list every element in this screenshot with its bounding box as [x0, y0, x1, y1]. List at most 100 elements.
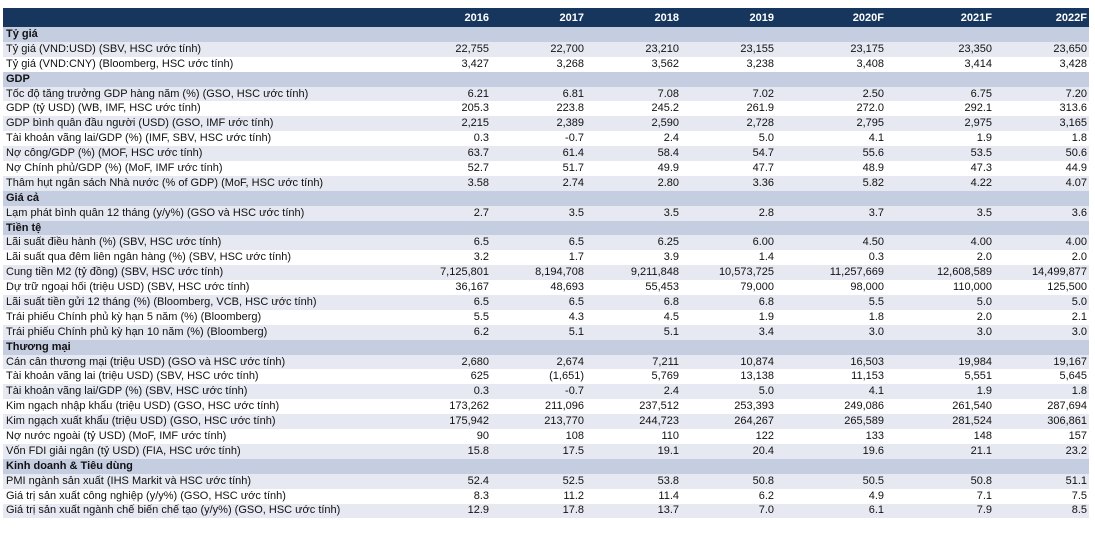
value-cell: 3,408 [856, 57, 884, 70]
row-label: Tỷ giá (VND:CNY) (Bloomberg, HSC ước tín… [6, 57, 234, 70]
value-cell: 3,562 [651, 57, 679, 70]
value-cell: 1.9 [976, 132, 992, 145]
value-cell: 79,000 [740, 281, 774, 294]
value-cell: 7.9 [976, 504, 992, 517]
table-row: Thâm hụt ngân sách Nhà nước (% of GDP) (… [3, 175, 1089, 191]
value-cell: 6.5 [568, 295, 584, 308]
value-cell: 48.9 [862, 161, 884, 174]
value-cell: 7.20 [1065, 87, 1087, 100]
section-title: Tỷ giá [6, 27, 38, 40]
value-cell: 8,194,708 [535, 266, 584, 279]
value-cell: 245.2 [651, 102, 679, 115]
row-label: Giá trị sản xuất ngành chế biến chế tạo … [6, 504, 341, 517]
value-cell: 50.8 [970, 474, 992, 487]
value-cell: 55,453 [645, 281, 679, 294]
value-cell: 7.5 [1071, 489, 1087, 502]
row-label: Dự trữ ngoại hối (triệu USD) (SBV, HSC ư… [6, 281, 250, 294]
value-cell: 6.5 [473, 295, 489, 308]
year-header: 2016 [464, 11, 489, 24]
value-cell: 1.8 [1071, 385, 1087, 398]
value-cell: 6.25 [657, 236, 679, 249]
value-cell: 7.02 [752, 87, 774, 100]
value-cell: 1.8 [868, 310, 884, 323]
section-header-row: GDP [3, 71, 1089, 87]
value-cell: 0.3 [868, 251, 884, 264]
value-cell: 2,215 [461, 117, 489, 130]
value-cell: 90 [476, 429, 489, 442]
value-cell: 6.81 [562, 87, 584, 100]
value-cell: 264,267 [734, 415, 774, 428]
value-cell: 5.0 [758, 132, 774, 145]
row-label: Lãi suất tiền gửi 12 tháng (%) (Bloomber… [6, 295, 317, 308]
value-cell: 625 [470, 370, 489, 383]
value-cell: 223.8 [556, 102, 584, 115]
row-label: Kim ngạch xuất khẩu (triệu USD) (GSO, HS… [6, 415, 276, 428]
value-cell: 12,608,589 [936, 266, 992, 279]
value-cell: 20.4 [752, 444, 774, 457]
value-cell: 6.5 [473, 236, 489, 249]
section-header-row: Tiền tệ [3, 220, 1089, 236]
table-body: Tỷ giá Tỷ giá (VND:USD) (SBV, HSC ước tín… [3, 27, 1089, 519]
table-row: Trái phiếu Chính phủ kỳ hạn 5 năm (%) (B… [3, 310, 1089, 325]
section-title: Giá cả [6, 191, 40, 204]
value-cell: 4.3 [568, 310, 584, 323]
value-cell: 3,414 [964, 57, 992, 70]
value-cell: 1.7 [568, 251, 584, 264]
table-row: Lạm phát bình quân 12 tháng (y/y%) (GSO … [3, 205, 1089, 221]
value-cell: 2.74 [562, 176, 584, 189]
macro-table-container: 2016 2017 2018 2019 2020F 2021F 2022F Tỷ… [3, 8, 1089, 519]
value-cell: 2.0 [976, 251, 992, 264]
section-title: Kinh doanh & Tiêu dùng [6, 459, 133, 472]
row-label: Thâm hụt ngân sách Nhà nước (% of GDP) (… [6, 176, 324, 189]
value-cell: 3.2 [473, 251, 489, 264]
value-cell: 244,723 [639, 415, 679, 428]
row-label: Tài khoản vãng lai (triệu USD) (SBV, HSC… [6, 370, 259, 383]
value-cell: 2.1 [1071, 310, 1087, 323]
value-cell: 9,211,848 [630, 266, 679, 279]
value-cell: 98,000 [850, 281, 884, 294]
value-cell: 4.00 [1065, 236, 1087, 249]
value-cell: 108 [565, 429, 584, 442]
table-row: Tỷ giá (VND:USD) (SBV, HSC ước tính) 22,7… [3, 41, 1089, 57]
table-row: GDP (tỷ USD) (WB, IMF, HSC ước tính) 205.… [3, 101, 1089, 116]
value-cell: 8.3 [473, 489, 489, 502]
row-label: Tốc độ tăng trưởng GDP hàng năm (%) (GSO… [6, 87, 309, 100]
row-label: Cán cân thương mại (triệu USD) (GSO và H… [6, 355, 286, 368]
value-cell: 5,551 [964, 370, 992, 383]
value-cell: 7,125,801 [440, 266, 489, 279]
value-cell: 52.5 [562, 474, 584, 487]
value-cell: 2.50 [862, 87, 884, 100]
value-cell: 175,942 [449, 415, 489, 428]
value-cell: 4.5 [663, 310, 679, 323]
value-cell: 110 [661, 429, 679, 442]
value-cell: 23,350 [958, 42, 992, 55]
value-cell: 19.1 [657, 444, 679, 457]
table-row: Lãi suất qua đêm liên ngân hàng (%) (SBV… [3, 250, 1089, 265]
value-cell: 205.3 [461, 102, 489, 115]
year-header: 2019 [749, 11, 774, 24]
value-cell: 2.80 [657, 176, 679, 189]
value-cell: 17.8 [562, 504, 584, 517]
section-header-row: Tỷ giá [3, 27, 1089, 42]
value-cell: 8.5 [1071, 504, 1087, 517]
value-cell: 22,700 [550, 42, 584, 55]
value-cell: 11.2 [563, 489, 584, 502]
value-cell: 15.8 [467, 444, 489, 457]
value-cell: 4.1 [868, 132, 884, 145]
value-cell: 47.7 [752, 161, 774, 174]
table-row: Tỷ giá (VND:CNY) (Bloomberg, HSC ước tín… [3, 57, 1089, 72]
value-cell: 4.50 [862, 236, 884, 249]
value-cell: 2.4 [663, 132, 679, 145]
value-cell: 23,155 [740, 42, 774, 55]
value-cell: 12.9 [467, 504, 489, 517]
value-cell: 53.5 [970, 147, 992, 160]
value-cell: 281,524 [952, 415, 992, 428]
value-cell: -0.7 [565, 132, 584, 145]
value-cell: 125,500 [1047, 281, 1087, 294]
value-cell: 58.4 [657, 147, 679, 160]
value-cell: (1,651) [549, 370, 584, 383]
table-row: Tốc độ tăng trưởng GDP hàng năm (%) (GSO… [3, 86, 1089, 102]
value-cell: 2.0 [1071, 251, 1087, 264]
row-label: Giá trị sản xuất công nghiệp (y/y%) (GSO… [6, 489, 286, 502]
table-row: Nợ công/GDP (%) (MOF, HSC ước tính) 63.7 6… [3, 146, 1089, 162]
